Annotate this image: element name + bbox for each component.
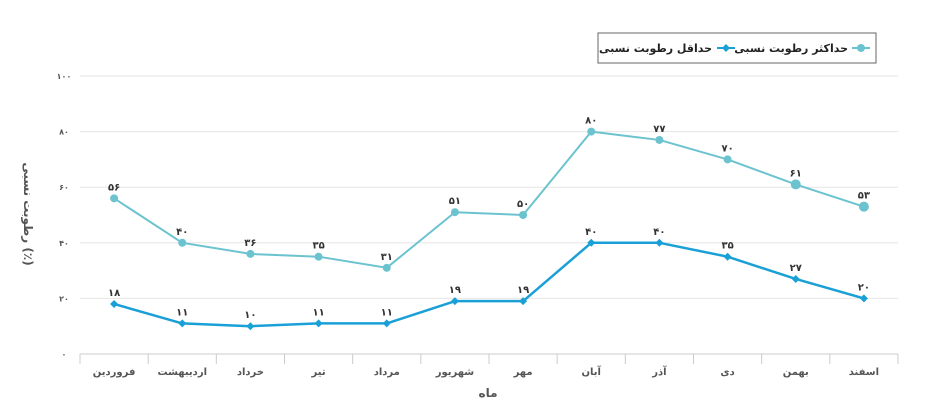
y-axis-title: رطوبت نسبی (٪)	[20, 162, 35, 265]
y-tick-label: ۰	[62, 350, 67, 359]
data-point[interactable]	[246, 322, 255, 331]
data-point[interactable]	[110, 299, 119, 308]
data-point[interactable]	[110, 194, 119, 203]
series-line	[113, 130, 865, 269]
data-point[interactable]	[314, 252, 323, 261]
y-tick-label: ۶۰	[59, 183, 69, 192]
data-label: ۸۰	[585, 116, 597, 127]
x-tick-label: فروردین	[93, 367, 136, 378]
data-label: ۳۵	[721, 241, 733, 252]
x-tick-label: دی	[720, 367, 734, 378]
data-point[interactable]	[246, 249, 255, 258]
data-label: ۷۷	[653, 124, 665, 135]
x-tick-label: آبان	[582, 365, 602, 378]
data-label: ۵۳	[858, 191, 870, 202]
data-label: ۱۸	[108, 288, 120, 299]
x-tick-label: شهریور	[435, 367, 475, 378]
data-point[interactable]	[450, 208, 459, 217]
data-point[interactable]	[178, 319, 187, 328]
data-label: ۱۱	[176, 307, 188, 318]
x-tick-label: بهمن	[783, 367, 809, 378]
data-label: ۱۱	[381, 307, 393, 318]
data-label: ۲۰	[858, 282, 870, 293]
data-point[interactable]	[382, 263, 391, 272]
data-point[interactable]	[791, 274, 800, 283]
data-point[interactable]	[314, 319, 323, 328]
y-tick-label: ۸۰	[59, 128, 69, 137]
data-point[interactable]	[519, 211, 528, 219]
data-label: ۳۱	[381, 252, 393, 263]
data-point[interactable]	[655, 135, 664, 144]
data-point[interactable]	[587, 238, 596, 247]
data-point[interactable]	[178, 238, 187, 247]
data-label: ۳۶	[244, 238, 256, 249]
data-label: ۱۹	[517, 285, 529, 296]
x-tick-label: اردیبهشت	[157, 367, 207, 378]
data-point[interactable]	[723, 155, 732, 164]
y-tick-label: ۱۰۰	[57, 72, 72, 81]
data-label: ۱۹	[449, 285, 461, 296]
legend[interactable]: حداکثر رطوبت نسبی حداقل رطوبت نسبی	[597, 32, 877, 64]
data-label: ۱۱	[312, 307, 324, 318]
x-axis: فروردین اردیبهشت خرداد تیر مرداد شهریور مهر آبا…	[79, 353, 899, 378]
data-point[interactable]	[859, 294, 868, 303]
data-label: ۳۵	[312, 241, 324, 252]
y-axis-ticks: ۰ ۲۰ ۴۰ ۶۰ ۸۰ ۱۰۰	[57, 72, 72, 359]
y-tick-label: ۴۰	[59, 239, 69, 248]
data-label: ۵۱	[449, 196, 461, 207]
data-label: ۴۰	[176, 227, 188, 238]
series-line	[113, 241, 865, 328]
data-point[interactable]	[450, 297, 459, 306]
gridlines	[80, 75, 898, 299]
data-labels: ۵۶ ۴۰ ۳۶ ۳۵ ۳۱ ۵۱ ۵۰ ۸۰ ۷۷ ۷۰ ۶۱ ۵۳ ۱۸ ۱۱ ۱۰ ۱۱ ۱۱ ۱۹ ۱۹ ۴۰…	[108, 116, 870, 322]
x-tick-label: آذر	[651, 365, 667, 378]
x-tick-label: خرداد	[237, 367, 264, 378]
data-label: ۶۱	[790, 168, 802, 179]
x-tick-label: مرداد	[374, 367, 400, 378]
legend-min-marker	[722, 44, 730, 52]
data-point[interactable]	[382, 319, 391, 328]
y-tick-label: ۲۰	[59, 294, 69, 303]
data-label: ۷۰	[721, 143, 733, 154]
legend-min-label[interactable]: حداقل رطوبت نسبی	[599, 42, 712, 55]
x-tick-label: مهر	[513, 367, 533, 378]
data-label: ۴۰	[653, 227, 665, 238]
data-label: ۱۰	[244, 310, 256, 321]
legend-max-label[interactable]: حداکثر رطوبت نسبی	[734, 42, 848, 55]
x-axis-title: ماه	[478, 386, 497, 400]
data-point[interactable]	[587, 127, 596, 136]
data-label: ۵۰	[517, 199, 529, 210]
data-point[interactable]	[858, 201, 869, 212]
series-lines	[110, 127, 869, 331]
data-point[interactable]	[519, 297, 528, 306]
legend-max-marker	[857, 44, 865, 52]
x-tick-label: تیر	[311, 367, 326, 378]
data-point[interactable]	[655, 238, 664, 247]
data-label: ۵۶	[108, 182, 120, 193]
legend-box	[597, 32, 877, 64]
data-label: ۲۷	[790, 263, 802, 274]
data-point[interactable]	[723, 252, 732, 261]
x-tick-label: اسفند	[849, 367, 879, 378]
data-point[interactable]	[790, 179, 801, 190]
data-label: ۴۰	[585, 227, 597, 238]
